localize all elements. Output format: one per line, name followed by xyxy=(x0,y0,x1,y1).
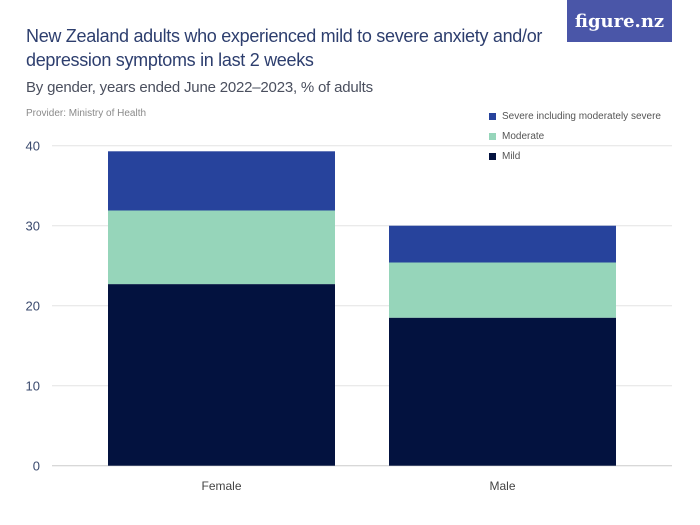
legend-item: Severe including moderately severe xyxy=(489,106,661,126)
legend-item: Mild xyxy=(489,146,661,166)
figure-nz-logo[interactable]: figure.nz xyxy=(567,0,672,42)
bar-segment-moderate xyxy=(108,210,335,285)
bar-segment-severe xyxy=(389,225,616,263)
y-tick-label: 30 xyxy=(26,219,40,234)
legend: Severe including moderately severe Modera… xyxy=(489,106,661,166)
y-tick-label: 40 xyxy=(26,139,40,154)
legend-item: Moderate xyxy=(489,126,661,146)
y-tick-label: 0 xyxy=(33,459,40,474)
legend-label: Severe including moderately severe xyxy=(502,110,661,122)
y-tick-label: 20 xyxy=(26,299,40,314)
legend-label: Mild xyxy=(502,150,521,162)
provider-label: Provider: Ministry of Health xyxy=(26,108,147,119)
x-tick-label: Male xyxy=(489,479,515,493)
x-tick-label: Female xyxy=(201,479,241,493)
legend-label: Moderate xyxy=(502,130,545,142)
legend-swatch xyxy=(489,132,496,140)
chart-title: New Zealand adults who experienced mild … xyxy=(26,26,543,70)
bar-segment-mild xyxy=(389,317,616,466)
chart-subtitle: By gender, years ended June 2022–2023, %… xyxy=(26,79,373,96)
legend-swatch xyxy=(489,152,496,160)
bar-segment-moderate xyxy=(389,262,616,318)
logo-text: figure.nz xyxy=(574,10,665,32)
y-tick-label: 10 xyxy=(26,379,40,394)
bar-segment-mild xyxy=(108,284,335,466)
legend-swatch xyxy=(489,112,496,120)
bar-segment-severe xyxy=(108,151,335,211)
